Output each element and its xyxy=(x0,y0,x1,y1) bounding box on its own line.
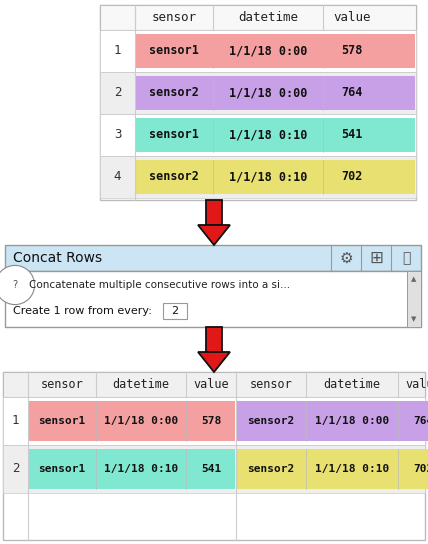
Text: 4: 4 xyxy=(114,170,121,183)
Text: ▼: ▼ xyxy=(411,316,417,322)
Bar xyxy=(3,445,425,493)
Text: value: value xyxy=(333,11,371,24)
Bar xyxy=(100,30,416,72)
Text: sensor2: sensor2 xyxy=(247,416,294,426)
Text: 1: 1 xyxy=(114,45,121,58)
Text: sensor2: sensor2 xyxy=(149,170,199,183)
Text: 541: 541 xyxy=(341,128,363,141)
Text: 578: 578 xyxy=(201,416,221,426)
Text: datetime: datetime xyxy=(113,378,169,391)
Polygon shape xyxy=(198,225,230,245)
Bar xyxy=(100,5,416,30)
Text: 2: 2 xyxy=(12,462,19,475)
Text: 702: 702 xyxy=(413,464,428,474)
Bar xyxy=(136,118,415,152)
Text: 702: 702 xyxy=(341,170,363,183)
Text: 1/1/18 0:10: 1/1/18 0:10 xyxy=(229,128,307,141)
Bar xyxy=(100,114,416,156)
Bar xyxy=(100,72,416,114)
Text: sensor: sensor xyxy=(152,11,196,24)
Text: 1/1/18 0:00: 1/1/18 0:00 xyxy=(104,416,178,426)
Text: datetime: datetime xyxy=(324,378,380,391)
Bar xyxy=(136,160,415,194)
Text: ?: ? xyxy=(12,280,18,290)
Text: 2: 2 xyxy=(114,86,121,100)
Text: value: value xyxy=(405,378,428,391)
Polygon shape xyxy=(206,327,222,352)
Bar xyxy=(100,5,416,200)
Bar xyxy=(3,397,425,445)
Text: 1/1/18 0:10: 1/1/18 0:10 xyxy=(229,170,307,183)
Text: sensor1: sensor1 xyxy=(39,464,86,474)
Text: 578: 578 xyxy=(341,45,363,58)
Polygon shape xyxy=(206,200,222,225)
Text: 1/1/18 0:10: 1/1/18 0:10 xyxy=(104,464,178,474)
Bar xyxy=(407,271,421,327)
Text: ▲: ▲ xyxy=(411,276,417,282)
Bar xyxy=(136,76,415,110)
Text: 3: 3 xyxy=(114,128,121,141)
Text: ⚙: ⚙ xyxy=(339,250,353,265)
Bar xyxy=(3,372,425,540)
Text: 1/1/18 0:00: 1/1/18 0:00 xyxy=(315,416,389,426)
Bar xyxy=(29,449,235,489)
Bar xyxy=(5,271,421,327)
Text: 1/1/18 0:10: 1/1/18 0:10 xyxy=(315,464,389,474)
Text: Concat Rows: Concat Rows xyxy=(13,251,102,265)
Text: value: value xyxy=(193,378,229,391)
Text: sensor: sensor xyxy=(250,378,292,391)
Text: sensor2: sensor2 xyxy=(247,464,294,474)
Text: 541: 541 xyxy=(201,464,221,474)
Bar xyxy=(163,303,187,319)
Text: sensor: sensor xyxy=(41,378,83,391)
Text: 1/1/18 0:00: 1/1/18 0:00 xyxy=(229,45,307,58)
Bar xyxy=(237,401,428,441)
Text: sensor1: sensor1 xyxy=(149,128,199,141)
Text: 1/1/18 0:00: 1/1/18 0:00 xyxy=(229,86,307,100)
Text: Concatenate multiple consecutive rows into a si...: Concatenate multiple consecutive rows in… xyxy=(29,280,290,290)
Bar xyxy=(237,449,428,489)
Text: datetime: datetime xyxy=(238,11,298,24)
Text: 764: 764 xyxy=(341,86,363,100)
Text: sensor2: sensor2 xyxy=(149,86,199,100)
Text: sensor1: sensor1 xyxy=(149,45,199,58)
Text: 2: 2 xyxy=(172,306,178,316)
Bar xyxy=(100,156,416,198)
Bar xyxy=(3,372,425,397)
Text: 1: 1 xyxy=(12,415,19,428)
Text: ⤢: ⤢ xyxy=(402,251,410,265)
Bar xyxy=(136,34,415,68)
Text: ⊞: ⊞ xyxy=(369,249,383,267)
Text: Create 1 row from every:: Create 1 row from every: xyxy=(13,306,152,316)
Polygon shape xyxy=(198,352,230,372)
Text: sensor1: sensor1 xyxy=(39,416,86,426)
Bar xyxy=(29,401,235,441)
Text: 764: 764 xyxy=(413,416,428,426)
Bar xyxy=(5,245,421,271)
